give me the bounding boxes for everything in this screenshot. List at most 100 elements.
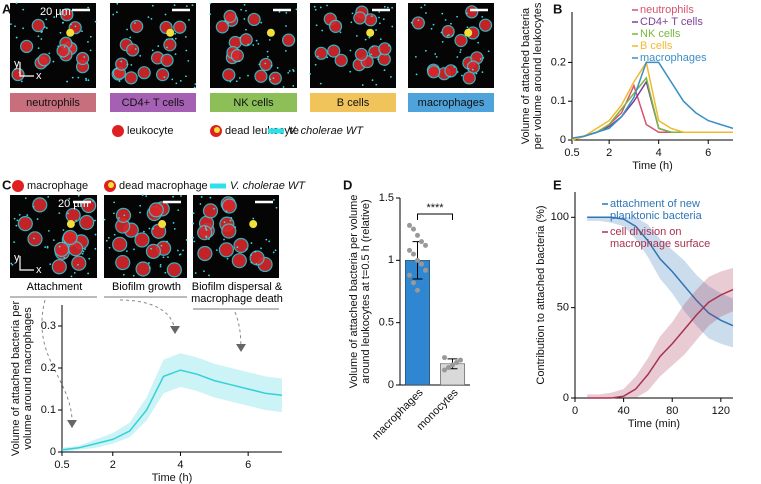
y-tick-label: 1.5 <box>379 192 394 204</box>
axes-icon <box>19 256 34 271</box>
bacterium <box>213 207 215 210</box>
bacterium <box>448 34 450 36</box>
bacterium <box>15 36 18 39</box>
cell <box>247 12 261 27</box>
bacterium <box>94 219 96 222</box>
bacterium <box>44 246 47 249</box>
bacterium <box>453 65 456 68</box>
cell <box>166 262 182 278</box>
bacterium <box>85 77 87 80</box>
bacterium <box>174 32 177 35</box>
cell <box>454 33 468 48</box>
bacterium <box>223 221 226 224</box>
bacterium <box>66 80 69 83</box>
data-point <box>458 357 463 363</box>
bacterium <box>151 4 154 7</box>
bacterium <box>167 256 169 259</box>
bacterium <box>449 75 452 78</box>
bacterium <box>192 222 195 225</box>
bacterium <box>84 248 86 251</box>
cell <box>112 236 128 252</box>
bacterium <box>288 70 291 72</box>
bacterium <box>215 249 218 252</box>
bacterium <box>164 13 167 16</box>
y-axis-label: Volume of attached bacteria per volume <box>348 195 360 389</box>
bacterium <box>165 38 168 41</box>
bacterium <box>355 34 358 37</box>
data-point <box>423 242 428 248</box>
bacterium <box>129 36 132 39</box>
y-tick-label: 50 <box>557 302 569 314</box>
bacterium <box>147 16 150 19</box>
bacterium <box>184 35 187 38</box>
scale-bar-label: 20 µm <box>40 6 71 18</box>
bacterium <box>105 239 108 242</box>
data-point <box>407 222 412 228</box>
cell <box>51 259 67 275</box>
bacterium <box>63 14 66 17</box>
cell <box>233 237 249 254</box>
bacterium <box>461 74 463 77</box>
bacterium <box>314 63 317 66</box>
bacterium <box>456 15 459 18</box>
bacterium <box>14 25 16 28</box>
legend-dead-core <box>214 127 220 133</box>
cell <box>281 33 296 47</box>
bacterium <box>258 63 261 66</box>
stage-caption: Biofilm dispersal & macrophage death <box>191 281 283 305</box>
bacterium <box>238 77 241 79</box>
error-band <box>587 267 733 398</box>
bacterium <box>204 227 207 230</box>
bacterium <box>349 70 352 73</box>
bacterium <box>108 246 111 249</box>
cell <box>466 60 480 74</box>
bacterium <box>467 67 470 70</box>
bacterium <box>74 25 77 28</box>
bacterium <box>266 55 269 58</box>
bacterium <box>89 49 92 52</box>
cell <box>17 216 33 232</box>
bacterium <box>378 16 380 19</box>
bar <box>405 260 430 386</box>
dead-cell <box>464 28 473 37</box>
series-line <box>571 76 733 141</box>
bacterium <box>10 262 13 265</box>
bacterium <box>59 31 62 34</box>
bacterium <box>172 195 175 198</box>
bacterium <box>205 235 208 238</box>
bacterium <box>174 37 177 40</box>
bacterium <box>112 13 115 16</box>
bacterium <box>326 56 329 59</box>
y-tick-label: 0.1 <box>41 404 56 416</box>
bacterium <box>203 270 205 273</box>
bacterium <box>62 229 65 231</box>
cell <box>115 254 131 271</box>
bacterium <box>382 18 385 21</box>
x-tick-label: 2 <box>606 147 612 159</box>
cell-type-label: macrophages <box>418 97 485 109</box>
bacterium <box>204 226 207 228</box>
cell <box>353 11 367 25</box>
cell <box>19 39 34 54</box>
cell <box>197 225 213 241</box>
bacterium <box>317 55 319 58</box>
bacterium <box>423 4 426 6</box>
bacterium <box>13 241 16 244</box>
bacterium <box>36 218 39 220</box>
bacterium <box>194 272 197 274</box>
bacterium <box>113 233 116 236</box>
bacterium <box>319 82 322 85</box>
x-tick-label: 0.5 <box>54 459 69 471</box>
bacterium <box>349 49 352 52</box>
bacterium <box>132 274 135 277</box>
bacterium <box>209 2 212 5</box>
bacterium <box>444 19 447 21</box>
bacterium <box>417 19 420 22</box>
bacterium <box>239 36 242 39</box>
bacterium <box>118 217 120 219</box>
bacterium <box>230 216 233 219</box>
x-tick-label: 6 <box>705 147 711 159</box>
x-tick-label: 80 <box>666 405 678 417</box>
bacterium <box>126 63 129 66</box>
bacterium <box>321 29 324 32</box>
